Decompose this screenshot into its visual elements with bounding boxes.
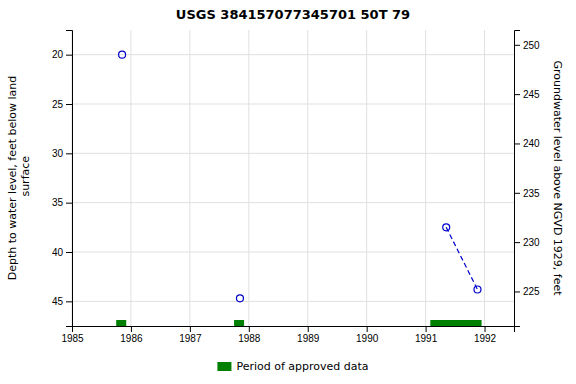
grid-line: [72, 202, 514, 203]
tick-label: 20: [52, 49, 64, 60]
tick: 230: [514, 237, 540, 248]
y2-axis: 250 245 240 235 230 225: [514, 31, 540, 327]
tick: 40: [52, 247, 72, 258]
tick-mark: [308, 326, 309, 332]
legend-item: Period of approved data: [217, 360, 368, 373]
line: [446, 227, 477, 289]
tick-label: 1985: [61, 333, 84, 344]
tick-mark: [367, 326, 368, 332]
tick-mark: [485, 326, 486, 332]
tick-mark: [514, 242, 520, 243]
grid-line: [72, 54, 514, 55]
grid-line: [130, 30, 131, 326]
tick: 20: [52, 49, 72, 60]
title: USGS 384157077345701 50T 79: [176, 7, 410, 22]
point: [119, 51, 126, 58]
tick: 235: [514, 188, 540, 199]
tick: 245: [514, 89, 540, 100]
tick: 35: [52, 197, 72, 208]
x-axis: 1985 1986 1987 1988 1989 1990 1991 1992: [61, 326, 514, 344]
tick: 250: [514, 40, 540, 51]
marks: [116, 51, 481, 326]
tick: 25: [52, 99, 72, 110]
tick-label: 240: [523, 138, 540, 149]
tick-label: 30: [52, 148, 64, 159]
grid-line: [72, 252, 514, 253]
tick-mark: [66, 203, 72, 204]
tick: 1989: [297, 326, 320, 344]
approved-period: [116, 320, 126, 326]
tick-mark: [66, 153, 72, 154]
axis-line: [515, 31, 521, 327]
tick: 1986: [120, 326, 143, 344]
grid-line: [307, 30, 308, 326]
tick-mark: [514, 94, 520, 95]
point: [474, 286, 481, 293]
grid-line: [425, 30, 426, 326]
approved-period: [234, 320, 244, 326]
chart: 1985 1986 1987 1988 1989 1990 1991 1992 20 25 30 35…: [0, 0, 576, 384]
tick: 225: [514, 286, 540, 297]
tick: 1991: [415, 326, 438, 344]
grid-line: [72, 104, 514, 105]
legend-swatch: [217, 362, 231, 371]
point: [236, 295, 243, 302]
approved-period: [430, 320, 481, 326]
y-axis-title: Depth to water level, feet below land su…: [6, 76, 32, 281]
tick-label: 1987: [179, 333, 202, 344]
tick-label: 45: [52, 296, 64, 307]
tick-label: 25: [52, 99, 64, 110]
tick-label: 1991: [415, 333, 438, 344]
tick: 1992: [474, 326, 497, 344]
y2-axis-title: Groundwater level above NGVD 1929, feet: [551, 60, 564, 296]
tick-label: 245: [523, 89, 540, 100]
tick: 45: [52, 296, 72, 307]
tick-mark: [514, 45, 520, 46]
tick-label: 35: [52, 197, 64, 208]
tick-mark: [66, 252, 72, 253]
grid-line: [248, 30, 249, 326]
tick-mark: [249, 326, 250, 332]
grid-line: [484, 30, 485, 326]
tick-label: 235: [523, 188, 540, 199]
grid-line: [366, 30, 367, 326]
tick-mark: [426, 326, 427, 332]
tick-label: 250: [523, 40, 540, 51]
axis-line: [66, 31, 73, 327]
tick-label: 1989: [297, 333, 320, 344]
y-axis: 20 25 30 35 40 45: [52, 31, 73, 327]
tick-mark: [131, 326, 132, 332]
tick-label: 40: [52, 247, 64, 258]
tick-mark: [514, 143, 520, 144]
grid-line: [72, 301, 514, 302]
tick: 1985: [61, 326, 84, 344]
tick-label: 1988: [238, 333, 261, 344]
tick-label: 230: [523, 237, 540, 248]
tick: 1988: [238, 326, 261, 344]
tick-mark: [66, 301, 72, 302]
tick-mark: [514, 193, 520, 194]
tick: 30: [52, 148, 72, 159]
tick-label: 1992: [474, 333, 497, 344]
tick-mark: [514, 291, 520, 292]
tick-label: 1986: [120, 333, 143, 344]
grid-line: [189, 30, 190, 326]
tick-mark: [66, 55, 72, 56]
tick-label: 1990: [356, 333, 379, 344]
grid-line: [72, 153, 514, 154]
legend-label: Period of approved data: [236, 360, 368, 373]
tick: 1987: [179, 326, 202, 344]
legend: Period of approved data: [217, 360, 368, 373]
axis-line: [73, 327, 515, 333]
plot: 1985 1986 1987 1988 1989 1990 1991 1992 20 25 30 35…: [6, 30, 564, 344]
grid: [72, 30, 514, 326]
tick-label: 225: [523, 286, 540, 297]
tick-mark: [190, 326, 191, 332]
tick: 1990: [356, 326, 379, 344]
tick-mark: [66, 104, 72, 105]
tick: 240: [514, 138, 540, 149]
